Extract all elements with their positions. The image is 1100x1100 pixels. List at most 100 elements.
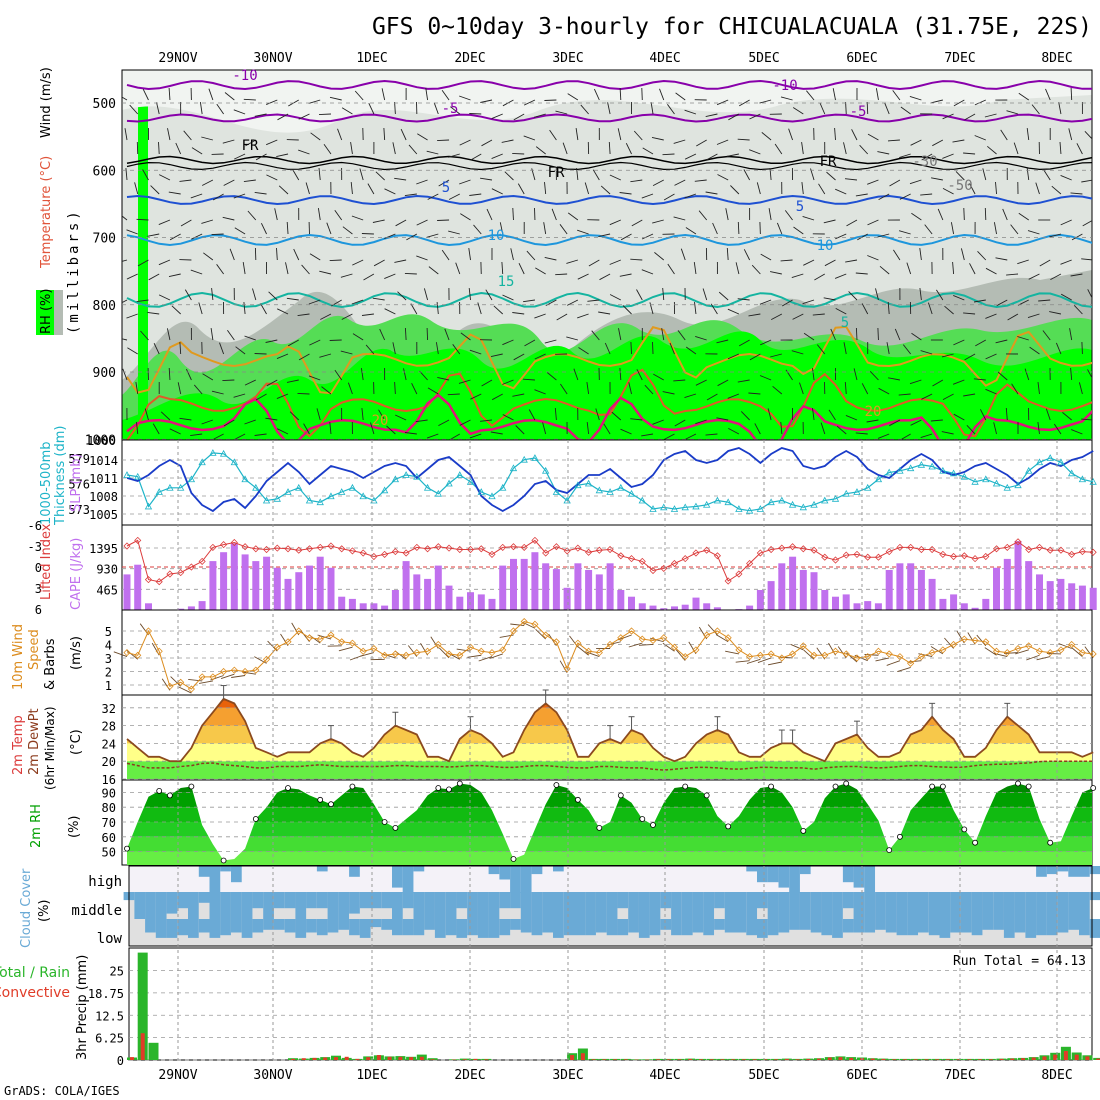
wind-barb bbox=[663, 193, 675, 201]
wind-speed-point bbox=[209, 673, 217, 681]
wind-barb bbox=[843, 142, 847, 155]
wind-barb bbox=[727, 353, 740, 360]
cape-bar bbox=[177, 608, 185, 610]
wind-barb bbox=[857, 233, 868, 241]
wind-barb bbox=[277, 113, 289, 121]
wind-barb bbox=[458, 379, 471, 384]
cape-bar bbox=[134, 564, 142, 610]
wind-barb bbox=[268, 291, 278, 301]
cloud-cell bbox=[961, 919, 972, 933]
thickness-point bbox=[971, 477, 979, 485]
wind-barb bbox=[342, 226, 353, 235]
wind-legend-label: Wind (m/s) bbox=[39, 67, 54, 138]
wind-barb bbox=[592, 169, 600, 181]
rh-point bbox=[349, 783, 356, 790]
cape-bar bbox=[263, 556, 271, 610]
wind-barb bbox=[513, 113, 525, 121]
wind-barb bbox=[351, 215, 364, 221]
wind-barb bbox=[437, 139, 450, 142]
lifted-index-point bbox=[456, 545, 464, 554]
wind-barb bbox=[136, 218, 149, 221]
surface-barb bbox=[220, 673, 235, 680]
wind-barb bbox=[352, 333, 364, 341]
cape-bar bbox=[1025, 561, 1033, 610]
wind-barb bbox=[966, 424, 976, 435]
thickness-point bbox=[1003, 483, 1011, 491]
wind-barb bbox=[470, 393, 482, 400]
wind-barb bbox=[1050, 273, 1062, 280]
wind-barb bbox=[524, 339, 536, 347]
upper-legend: RH (%) Temperature (°C) Wind (m/s) (mill… bbox=[36, 67, 82, 335]
wind-barb bbox=[168, 87, 171, 101]
wind-barb bbox=[900, 433, 911, 440]
lifted-index-point bbox=[187, 563, 195, 571]
cloud-cell bbox=[810, 892, 822, 919]
wind-barb bbox=[513, 353, 525, 361]
cloud-cell bbox=[907, 892, 919, 919]
wind-barb bbox=[767, 408, 772, 421]
wind-barb bbox=[754, 423, 761, 435]
cloud-cell bbox=[306, 919, 317, 933]
wind-barb bbox=[756, 182, 761, 195]
wind-barb bbox=[884, 102, 890, 115]
wind-tick: 2 bbox=[105, 666, 112, 680]
cloud-cell bbox=[864, 892, 876, 919]
lifted-index-point bbox=[316, 543, 324, 551]
wind-speed-point bbox=[789, 650, 797, 658]
surface-barb bbox=[577, 646, 589, 656]
cape-bar bbox=[338, 596, 346, 610]
wind-barb bbox=[169, 428, 181, 435]
cape-bar bbox=[1046, 581, 1054, 610]
cloud-cell bbox=[499, 892, 511, 909]
wind-barb bbox=[427, 193, 439, 200]
wind-barb bbox=[619, 192, 632, 195]
cloud-cell bbox=[1025, 919, 1037, 938]
wind-barb bbox=[308, 99, 321, 104]
wind-barb bbox=[1018, 92, 1029, 101]
wind-speed-point bbox=[466, 643, 475, 651]
day-label-top: 6DEC bbox=[846, 51, 877, 66]
wind-barb bbox=[586, 382, 590, 395]
thickness-point bbox=[155, 488, 163, 495]
wind-barb bbox=[631, 219, 643, 227]
cape-bar bbox=[424, 578, 432, 610]
wind-barb bbox=[599, 273, 611, 281]
wind-barb bbox=[628, 382, 632, 395]
rh-swatch-grey bbox=[54, 290, 63, 335]
cloud-cell bbox=[671, 892, 682, 919]
thickness-point bbox=[960, 472, 969, 480]
lifted-index-point bbox=[681, 555, 689, 563]
wind-barb bbox=[394, 381, 396, 395]
wind-barb bbox=[317, 208, 321, 221]
wind-barb bbox=[936, 289, 944, 301]
precip-label-2: Convective bbox=[0, 985, 70, 1001]
precip-convective-bar bbox=[838, 1057, 843, 1060]
surface-barb bbox=[535, 628, 546, 640]
cloud-cell bbox=[703, 919, 715, 936]
wind-barb bbox=[642, 147, 654, 155]
lifted-index-point bbox=[327, 542, 335, 550]
run-total: Run Total = 64.13 bbox=[953, 954, 1086, 969]
wind-barb bbox=[984, 207, 987, 221]
day-label-bottom: 29NOV bbox=[158, 1068, 197, 1083]
wind-speed-point bbox=[166, 682, 174, 690]
thickness-point bbox=[681, 503, 689, 511]
wind-barb bbox=[785, 369, 793, 381]
day-label-top: 5DEC bbox=[748, 51, 779, 66]
rh-point bbox=[392, 825, 399, 831]
wind-barb bbox=[523, 299, 535, 303]
precip-convective-bar bbox=[387, 1056, 392, 1060]
surface-barb bbox=[628, 642, 643, 648]
isotherm-line bbox=[126, 368, 1092, 440]
cloud-cell bbox=[1057, 866, 1069, 872]
wind-barb bbox=[177, 382, 182, 395]
wind-barb bbox=[486, 208, 493, 221]
wind-barb bbox=[598, 311, 611, 315]
wind-barb bbox=[910, 139, 922, 146]
wind-barb bbox=[674, 419, 686, 427]
day-label-bottom: 5DEC bbox=[748, 1068, 779, 1083]
wind-barb bbox=[303, 423, 310, 435]
lifted-index-point bbox=[907, 543, 915, 551]
